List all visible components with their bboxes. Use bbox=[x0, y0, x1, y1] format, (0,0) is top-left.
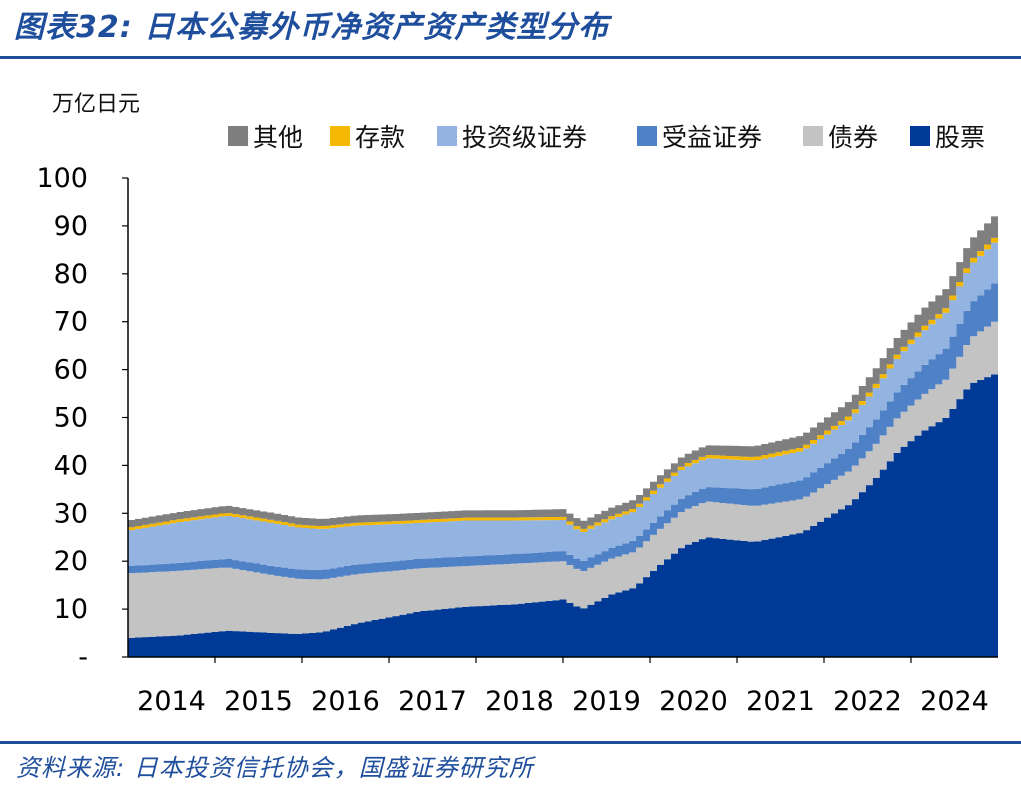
y-tick-label: 60 bbox=[54, 355, 88, 386]
y-tick-label: 70 bbox=[54, 307, 88, 338]
legend-label: 债券 bbox=[828, 123, 878, 152]
area-series-1 bbox=[128, 374, 998, 657]
legend: 其他 存款 投资级证券 受益证券 债券 股票 bbox=[228, 123, 985, 152]
x-tick-label: 2022 bbox=[833, 686, 902, 717]
y-tick-label: 40 bbox=[54, 450, 88, 481]
unit-label: 万亿日元 bbox=[52, 92, 140, 117]
x-tick-label: 2016 bbox=[311, 686, 380, 717]
axes: - 10 20 30 40 50 60 70 80 90 100 2014 2015 2016 2017 20… bbox=[36, 163, 998, 717]
chart-title: 图表32: 日本公募外币净资产资产类型分布 bbox=[14, 10, 610, 45]
title-divider bbox=[0, 56, 1021, 59]
area-series-2 bbox=[128, 321, 998, 638]
y-tick-label: 20 bbox=[54, 546, 88, 577]
y-tick-label: 10 bbox=[54, 594, 88, 625]
y-tick-label: - bbox=[78, 642, 88, 673]
x-tick-label: 2024 bbox=[920, 686, 989, 717]
legend-label: 投资级证券 bbox=[462, 123, 587, 152]
source-note: 资料来源: 日本投资信托协会，国盛证券研究所 bbox=[16, 754, 534, 782]
stacked-area-chart: 万亿日元 其他 存款 投资级证券 受益证券 债券 股票 - 10 20 30 40 50 60 70 80… bbox=[36, 92, 998, 717]
legend-swatch bbox=[910, 126, 930, 146]
legend-swatch bbox=[330, 126, 350, 146]
legend-label: 受益证券 bbox=[662, 123, 762, 152]
legend-label: 其他 bbox=[253, 123, 303, 152]
y-tick-label: 80 bbox=[54, 259, 88, 290]
legend-swatch bbox=[803, 126, 823, 146]
legend-swatch bbox=[437, 126, 457, 146]
y-tick-label: 100 bbox=[36, 163, 88, 194]
legend-item: 存款 bbox=[330, 123, 405, 152]
x-tick-label: 2021 bbox=[746, 686, 815, 717]
x-tick-label: 2019 bbox=[572, 686, 641, 717]
x-tick-label: 2017 bbox=[398, 686, 467, 717]
y-tick-label: 90 bbox=[54, 211, 88, 242]
x-tick-label: 2015 bbox=[224, 686, 293, 717]
legend-swatch bbox=[228, 126, 248, 146]
source-divider bbox=[0, 741, 1021, 744]
legend-item: 受益证券 bbox=[637, 123, 762, 152]
legend-label: 存款 bbox=[355, 123, 405, 152]
y-tick-label: 30 bbox=[54, 498, 88, 529]
x-tick-label: 2018 bbox=[485, 686, 554, 717]
x-tick-label: 2020 bbox=[659, 686, 728, 717]
y-tick-label: 50 bbox=[54, 403, 88, 434]
legend-item: 股票 bbox=[910, 123, 985, 152]
legend-item: 投资级证券 bbox=[437, 123, 587, 152]
plot-area bbox=[128, 216, 998, 657]
legend-item: 其他 bbox=[228, 123, 303, 152]
area-series-4 bbox=[128, 242, 998, 570]
legend-label: 股票 bbox=[935, 123, 985, 152]
legend-item: 债券 bbox=[803, 123, 878, 152]
x-tick-label: 2014 bbox=[137, 686, 206, 717]
area-series-6 bbox=[128, 216, 998, 529]
legend-swatch bbox=[637, 126, 657, 146]
